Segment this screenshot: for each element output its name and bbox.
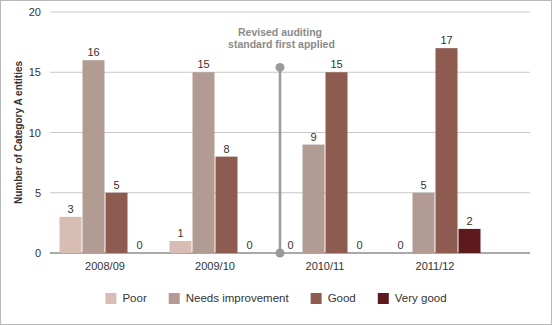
frame (1, 1, 552, 325)
bar (216, 157, 238, 253)
bars (60, 48, 481, 253)
bar (106, 193, 128, 253)
data-label: 16 (87, 46, 99, 58)
data-label: 0 (136, 239, 142, 251)
bar (349, 253, 371, 254)
x-tick-label: 2008/09 (85, 260, 125, 272)
x-tick-label: 2011/12 (416, 260, 455, 272)
annotation-line-text: Revised auditing (238, 26, 322, 38)
bar (326, 72, 348, 253)
data-label: 5 (420, 179, 426, 191)
bar (193, 72, 215, 253)
y-tick-label: 0 (35, 247, 41, 259)
y-tick-label: 20 (29, 6, 41, 18)
data-label: 15 (197, 58, 209, 70)
grid-line (50, 12, 530, 13)
data-label: 0 (246, 239, 252, 251)
legend-item: Good (311, 292, 356, 304)
legend-swatch (311, 293, 322, 304)
annotation-dot (276, 249, 285, 258)
legend-item: Very good (378, 292, 447, 304)
data-label: 1 (177, 227, 183, 239)
annotation: Revised auditing standard first applied (225, 26, 335, 50)
data-label: 9 (310, 131, 316, 143)
legend-label: Very good (395, 292, 447, 304)
data-label: 2 (466, 215, 472, 227)
y-tick-label: 15 (29, 66, 41, 78)
bar (459, 229, 481, 253)
data-label: 0 (356, 239, 362, 251)
data-label: 0 (397, 239, 403, 251)
data-label: 0 (287, 239, 293, 251)
bar (170, 241, 192, 253)
annotation-line (279, 67, 282, 253)
bar (390, 253, 412, 254)
y-tick-label: 5 (35, 187, 41, 199)
data-label: 5 (113, 179, 119, 191)
annotation-dot (276, 63, 285, 72)
legend-swatch (105, 293, 116, 304)
bar (60, 217, 82, 253)
legend-label: Poor (122, 292, 146, 304)
legend-swatch (169, 293, 180, 304)
data-label: 3 (67, 203, 73, 215)
y-axis-label: Number of Category A entities (13, 60, 24, 204)
bar (436, 48, 458, 253)
bar (83, 60, 105, 253)
grid-line (50, 72, 530, 73)
annotation-line-text: standard first applied (225, 38, 335, 50)
chart-svg: 05101520Number of Category A entitiesRev… (0, 0, 552, 325)
legend-label: Good (328, 292, 356, 304)
x-tick-label: 2010/11 (306, 260, 345, 272)
data-label: 8 (223, 143, 229, 155)
data-label: 15 (330, 58, 342, 70)
bar (413, 193, 435, 253)
legend-item: Poor (105, 292, 146, 304)
bar (303, 145, 325, 253)
x-tick-label: 2009/10 (195, 260, 235, 272)
legend-label: Needs improvement (186, 292, 290, 304)
bar (129, 253, 151, 254)
legend: Poor Needs improvement Good Very good (105, 292, 446, 304)
legend-item: Needs improvement (169, 292, 290, 304)
grid-line (50, 132, 530, 133)
chart-container: 05101520Number of Category A entitiesRev… (0, 0, 552, 325)
y-tick-label: 10 (29, 127, 41, 139)
bar (280, 253, 302, 254)
bar (239, 253, 261, 254)
legend-swatch (378, 293, 389, 304)
data-label: 17 (440, 34, 452, 46)
data-labels: 3 16 5 0 1 15 8 0 0 9 15 0 0 5 17 2 (67, 34, 472, 251)
